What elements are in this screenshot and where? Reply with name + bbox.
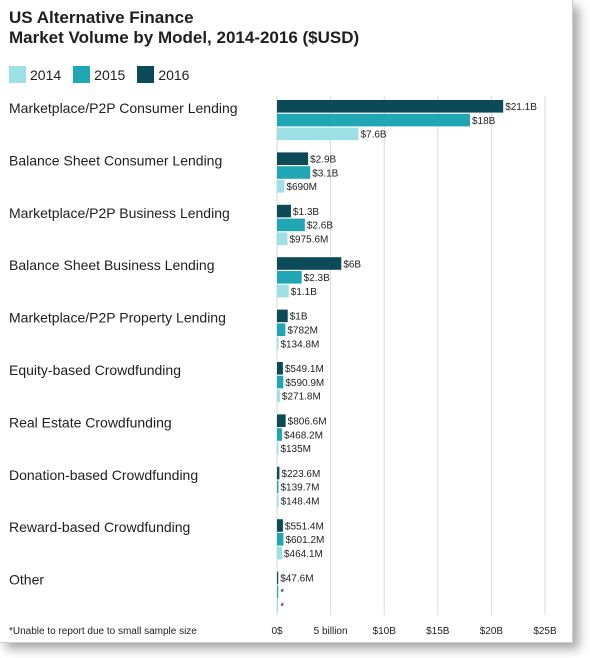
value-label-2015-5: $590.9M [285, 378, 324, 389]
value-label-2015-9: * [280, 588, 284, 599]
bar-2016-5 [277, 362, 283, 375]
bar-2014-3 [277, 284, 289, 298]
legend-label-2014: 2014 [30, 66, 62, 83]
x-tick-label-1: 5 billion [314, 626, 348, 637]
bar-2015-6 [277, 428, 283, 441]
bar-2014-6 [277, 442, 279, 455]
bar-2015-3 [277, 271, 302, 284]
bar-2014-9 [277, 599, 279, 612]
value-label-2015-6: $468.2M [284, 430, 323, 441]
bar-2015-1 [277, 166, 311, 179]
value-label-2016-8: $551.4M [285, 521, 324, 532]
chart-card: US Alternative Finance Market Volume by … [0, 0, 573, 643]
value-label-2015-2: $2.6B [307, 221, 333, 232]
bar-2014-4 [277, 337, 279, 350]
legend-label-2016: 2016 [158, 66, 190, 83]
value-label-2016-7: $223.6M [281, 469, 320, 480]
value-label-2016-6: $806.6M [288, 417, 327, 428]
chart-title: US Alternative Finance Market Volume by … [9, 8, 359, 48]
bar-2015-2 [277, 218, 305, 232]
category-label-2: Marketplace/P2P Business Lending [9, 205, 230, 221]
value-label-2016-0: $21.1B [505, 102, 537, 113]
x-tick-label-2: $10B [373, 626, 397, 637]
footnote: *Unable to report due to small sample si… [9, 626, 197, 637]
value-label-2016-2: $1.3B [293, 207, 319, 218]
category-label-9: Other [9, 572, 44, 588]
category-label-7: Donation-based Crowdfunding [9, 467, 198, 483]
value-label-2014-2: $975.6M [289, 235, 328, 246]
value-label-2016-9: $47.6M [280, 574, 313, 585]
bar-2014-8 [277, 546, 282, 560]
value-label-2015-0: $18B [472, 116, 496, 127]
bar-2016-7 [277, 466, 280, 480]
value-label-2014-3: $1.1B [291, 287, 317, 298]
legend-swatch-2014 [9, 66, 26, 83]
bar-2016-4 [277, 309, 288, 323]
value-label-2015-3: $2.3B [304, 273, 330, 284]
value-label-2015-4: $782M [287, 326, 318, 337]
bar-2016-6 [277, 414, 286, 427]
legend-swatch-2016 [137, 66, 155, 83]
legend: 2014 2015 2016 [9, 66, 201, 83]
bar-2015-8 [277, 533, 284, 546]
bar-2014-2 [277, 232, 288, 245]
x-tick-label-0: 0$ [271, 626, 283, 637]
value-label-2014-9: * [280, 601, 284, 612]
category-label-4: Marketplace/P2P Property Lending [9, 310, 226, 326]
category-label-6: Real Estate Crowdfunding [9, 414, 172, 430]
value-label-2014-7: $148.4M [281, 497, 320, 508]
category-label-5: Equity-based Crowdfunding [9, 362, 181, 378]
x-tick-label-3: $15B [426, 626, 450, 637]
legend-item-2015: 2015 [73, 66, 125, 83]
legend-item-2016: 2016 [137, 66, 189, 83]
bar-2015-4 [277, 323, 286, 336]
chart-title-line-2: Market Volume by Model, 2014-2016 ($USD) [9, 28, 360, 47]
value-label-2014-1: $690M [286, 182, 317, 193]
value-label-2015-1: $3.1B [312, 168, 338, 179]
legend-swatch-2015 [73, 66, 91, 83]
x-tick-label-5: $25B [533, 626, 557, 637]
value-label-2014-6: $135M [280, 444, 311, 455]
value-label-2016-5: $549.1M [285, 364, 324, 375]
bar-2015-0 [277, 113, 470, 127]
legend-label-2015: 2015 [94, 66, 126, 83]
bar-chart-svg: 0$ 5 billion $10B $15B $20B $25B Marketplace/P… [9, 96, 557, 637]
category-label-3: Balance Sheet Business Lending [9, 257, 214, 273]
bar-2014-7 [277, 494, 279, 507]
bar-2014-5 [277, 389, 280, 403]
bar-2016-2 [277, 204, 291, 218]
bar-2015-5 [277, 375, 284, 389]
value-label-2015-8: $601.2M [285, 535, 324, 546]
value-label-2014-4: $134.8M [280, 339, 319, 350]
bar-2016-8 [277, 519, 283, 532]
category-label-8: Reward-based Crowdfunding [9, 519, 190, 535]
bar-2015-7 [277, 480, 279, 494]
bar-2016-0 [277, 100, 504, 113]
bar-2014-1 [277, 180, 285, 193]
value-label-2016-3: $6B [343, 259, 361, 270]
category-label-1: Balance Sheet Consumer Lending [9, 152, 222, 168]
x-tick-label-4: $20B [480, 626, 504, 637]
category-label-0: Marketplace/P2P Consumer Lending [9, 100, 238, 116]
value-label-2016-4: $1B [290, 312, 308, 323]
value-label-2014-5: $271.8M [282, 392, 321, 403]
value-label-2014-0: $7.6B [360, 130, 386, 141]
bar-2016-3 [277, 257, 342, 270]
value-label-2016-1: $2.9B [310, 155, 336, 166]
bar-2016-9 [277, 571, 279, 585]
value-label-2015-7: $139.7M [280, 483, 319, 494]
legend-item-2014: 2014 [9, 66, 61, 83]
bar-2016-1 [277, 152, 309, 165]
bar-2014-0 [277, 127, 359, 141]
chart-title-line-1: US Alternative Finance [9, 8, 194, 27]
value-label-2014-8: $464.1M [284, 549, 323, 560]
bar-2015-9 [277, 585, 279, 598]
